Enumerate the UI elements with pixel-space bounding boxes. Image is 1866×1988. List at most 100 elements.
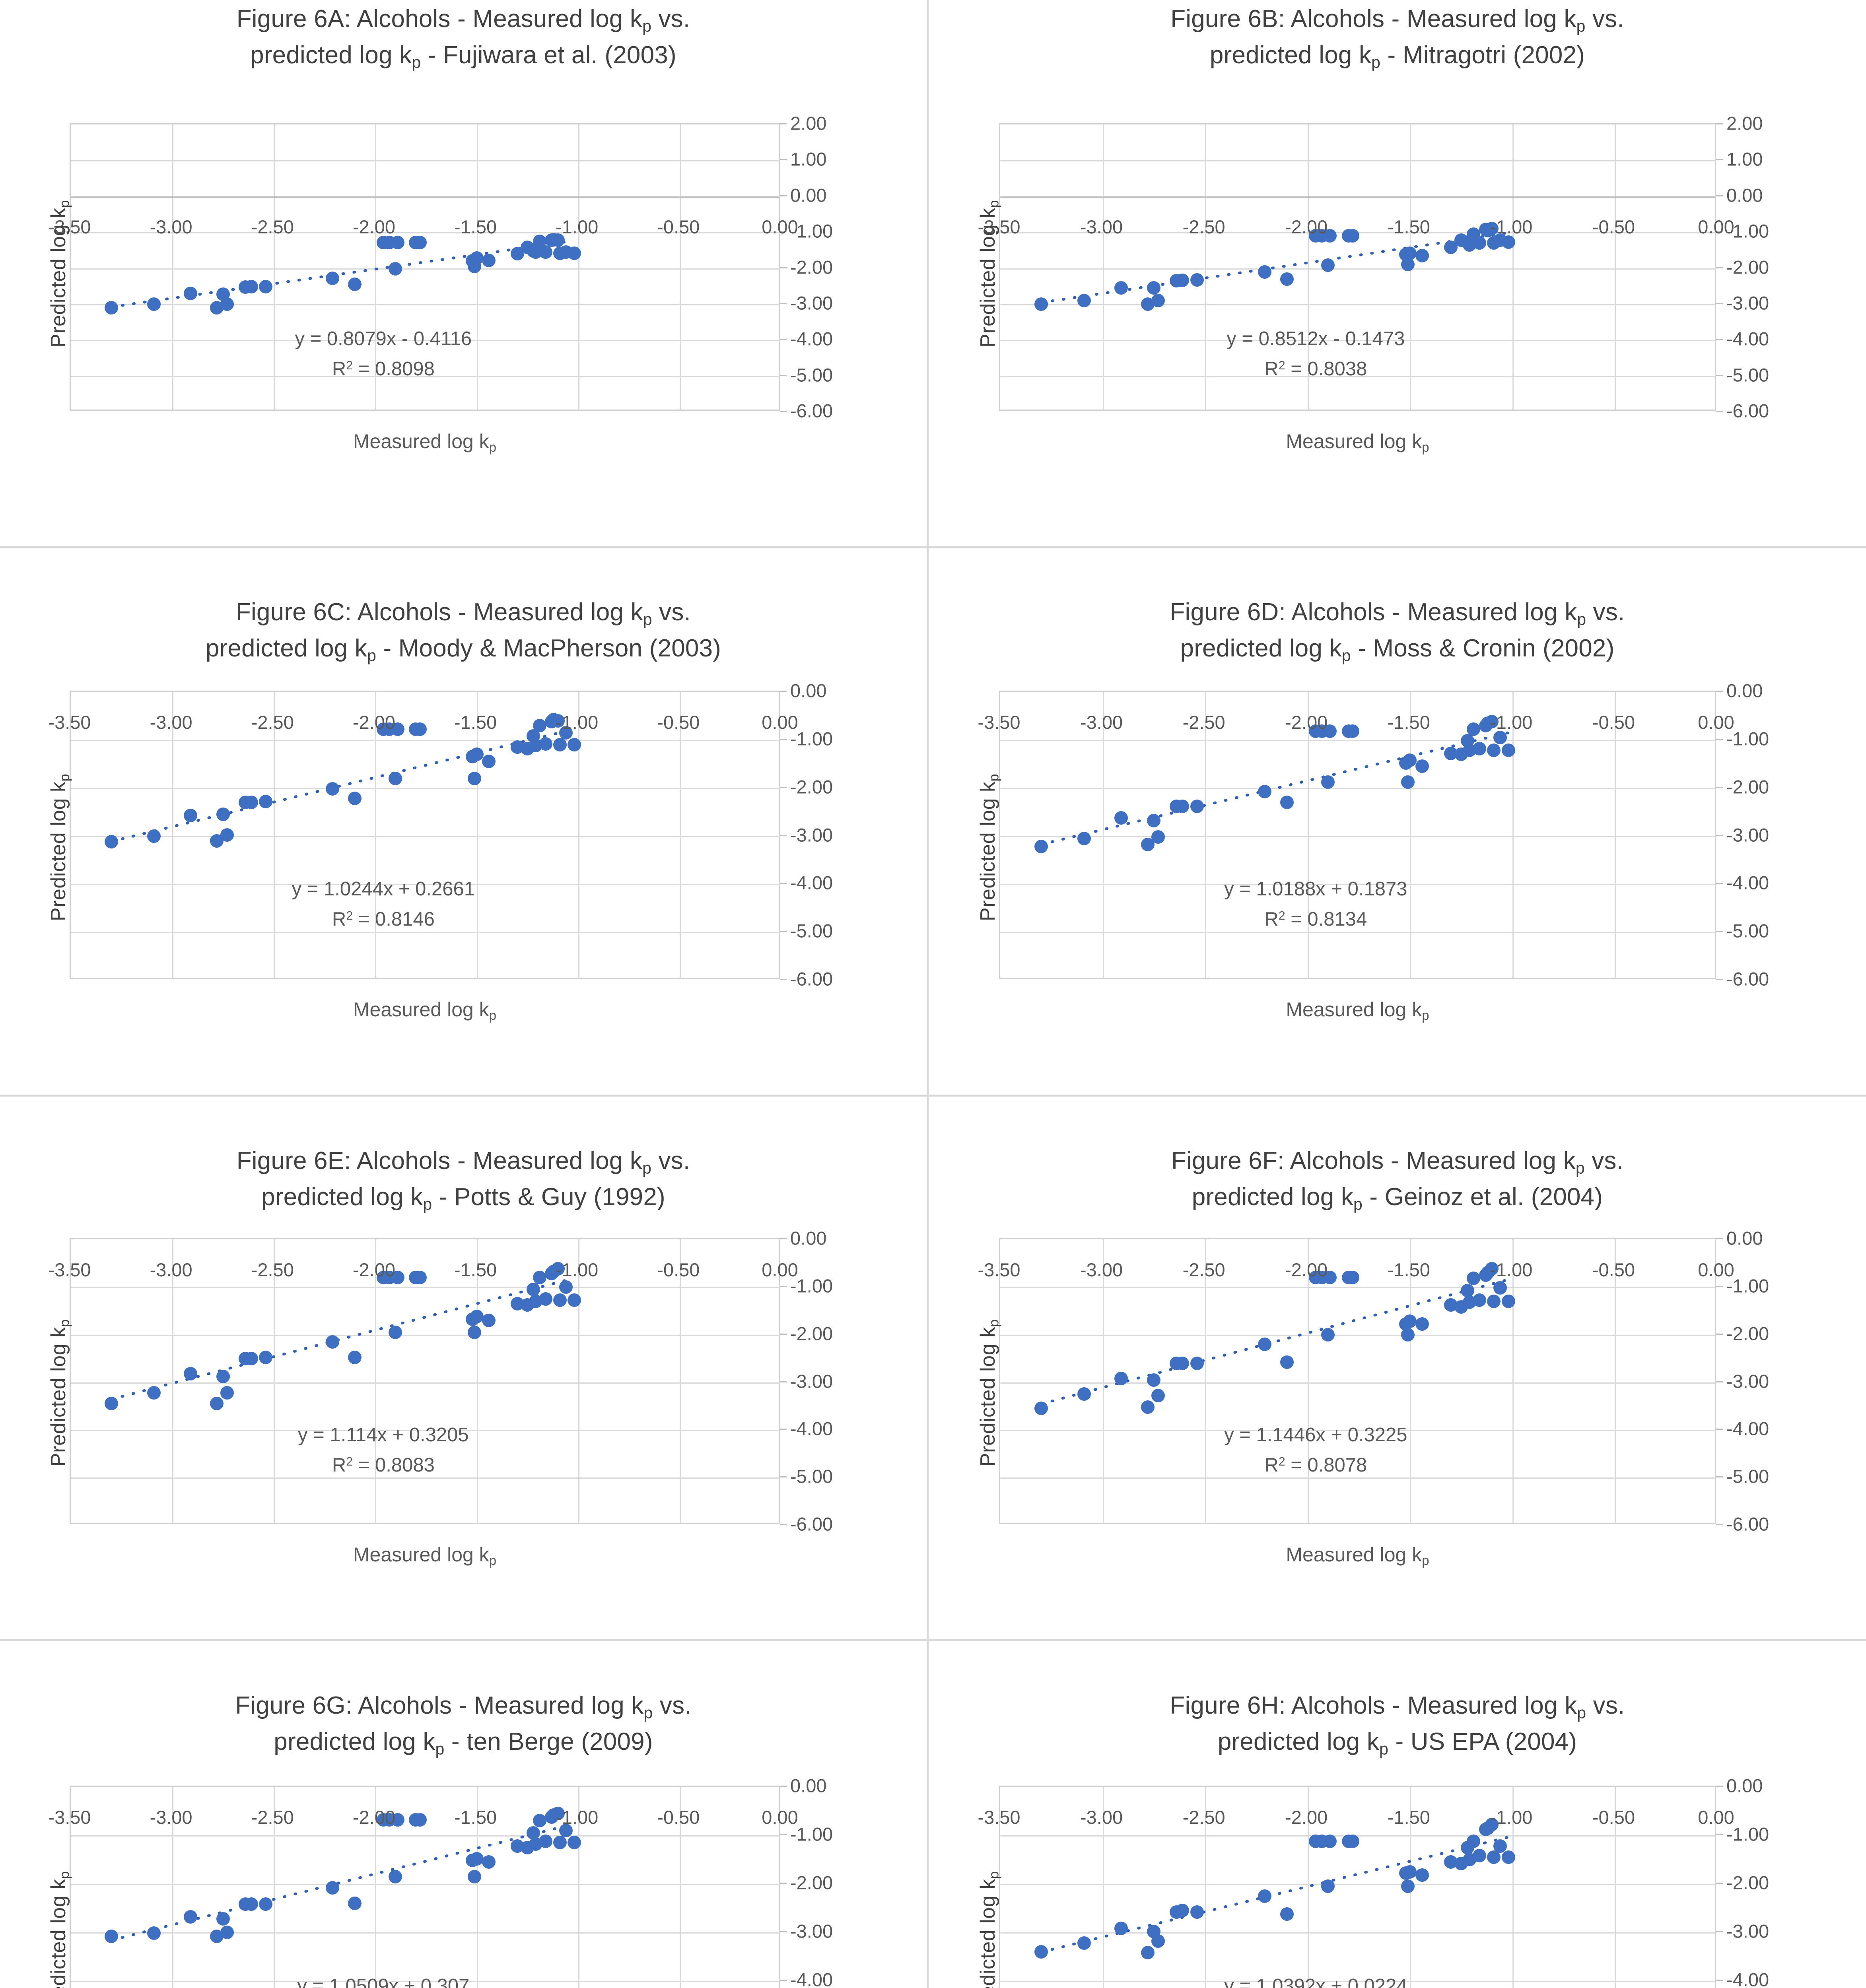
y-tick-mark bbox=[780, 195, 787, 196]
gridline-vertical bbox=[172, 1787, 174, 1988]
y-axis-title: Predicted log kp bbox=[976, 200, 1002, 348]
regression-equation: y = 1.1446x + 0.3225 bbox=[1224, 1424, 1407, 1446]
regression-annotation-6a: y = 0.8079x - 0.4116 R2 = 0.8098 bbox=[295, 324, 472, 384]
y-tick-label: -3.00 bbox=[790, 824, 833, 845]
data-point bbox=[559, 1823, 573, 1837]
data-point bbox=[1501, 235, 1515, 249]
data-point bbox=[1466, 722, 1480, 736]
data-point bbox=[245, 280, 259, 294]
x-tick-label: -3.50 bbox=[978, 1807, 1020, 1828]
data-point bbox=[468, 1870, 482, 1883]
data-point bbox=[1077, 1936, 1091, 1950]
gridline-horizontal bbox=[1000, 1430, 1715, 1431]
gridline-horizontal bbox=[1000, 1334, 1715, 1336]
data-point bbox=[1346, 724, 1360, 738]
gridline-vertical bbox=[172, 692, 174, 978]
data-point bbox=[567, 1293, 581, 1307]
y-tick-label: -1.00 bbox=[790, 220, 833, 242]
data-point bbox=[216, 1370, 230, 1384]
data-point bbox=[245, 1351, 259, 1365]
x-tick-label: -1.50 bbox=[1387, 712, 1430, 733]
chart-title-line2: predicted log kp - Geinoz et al. (2004) bbox=[966, 1180, 1828, 1216]
r-squared-value: R2 = 0.8146 bbox=[332, 909, 435, 930]
data-point bbox=[1403, 753, 1417, 767]
x-tick-label: -0.50 bbox=[657, 216, 700, 237]
gridline-vertical bbox=[375, 124, 377, 410]
gridline-horizontal bbox=[1000, 836, 1715, 837]
y-tick-mark bbox=[780, 835, 787, 836]
data-point bbox=[259, 1897, 272, 1911]
gridline-vertical bbox=[578, 124, 579, 410]
data-point bbox=[1176, 1904, 1190, 1918]
y-tick-mark bbox=[780, 339, 787, 340]
title-line2-text: predicted log k bbox=[250, 41, 412, 69]
data-point bbox=[1280, 795, 1294, 809]
x-axis-title-subscript: p bbox=[489, 1553, 497, 1568]
title-line2-tail: - Moss & Cronin (2002) bbox=[1351, 634, 1615, 662]
y-tick-label: -5.00 bbox=[790, 920, 833, 942]
data-point bbox=[1346, 1834, 1360, 1848]
data-point bbox=[1151, 1389, 1165, 1403]
data-point bbox=[326, 1335, 340, 1349]
data-point bbox=[413, 722, 427, 736]
y-tick-mark bbox=[1716, 339, 1723, 340]
gridline-vertical bbox=[1102, 1787, 1104, 1988]
data-point bbox=[468, 771, 482, 785]
gridline-horizontal bbox=[71, 1932, 779, 1934]
x-tick-label: 0.00 bbox=[1698, 1259, 1734, 1280]
y-tick-label: -2.00 bbox=[790, 1323, 833, 1344]
data-point bbox=[551, 1262, 565, 1276]
chart-title-6h: Figure 6H: Alcohols - Measured log kp vs… bbox=[966, 1688, 1828, 1760]
y-axis-title-subscript: p bbox=[57, 773, 72, 782]
gridline-vertical bbox=[1205, 1787, 1207, 1988]
title-line2-tail: - Geinoz et al. (2004) bbox=[1362, 1183, 1603, 1211]
y-tick-mark bbox=[780, 883, 787, 884]
title-line2-text: predicted log k bbox=[274, 1728, 435, 1755]
x-axis-title-subscript: p bbox=[1422, 1008, 1429, 1023]
y-tick-mark bbox=[780, 1429, 787, 1430]
plot-area-6h: y = 1.0392x + 0.0224R2 = 0.80820.00-1.00… bbox=[978, 1775, 1769, 1988]
gridline-vertical bbox=[679, 692, 681, 978]
y-tick-mark bbox=[780, 738, 787, 740]
x-tick-label: -2.00 bbox=[1285, 1807, 1328, 1828]
y-tick-label: -3.00 bbox=[1726, 824, 1769, 845]
gridline-vertical bbox=[1307, 692, 1309, 978]
regression-equation: y = 0.8079x - 0.4116 bbox=[295, 328, 472, 349]
title-line2-tail: - US EPA (2004) bbox=[1388, 1728, 1577, 1755]
data-point bbox=[1258, 785, 1271, 799]
title-line1-tail: vs. bbox=[1586, 1692, 1625, 1719]
y-tick-mark bbox=[1716, 1883, 1723, 1884]
data-point bbox=[567, 246, 581, 260]
data-point bbox=[539, 1292, 553, 1306]
x-tick-label: 0.00 bbox=[762, 1807, 798, 1828]
chart-title-line1: Figure 6G: Alcohols - Measured log kp vs… bbox=[37, 1688, 890, 1724]
figure-cell-6e: Figure 6E: Alcohols - Measured log kp vs… bbox=[0, 1097, 929, 1641]
gridline-vertical bbox=[1102, 1239, 1104, 1523]
x-tick-label: -3.00 bbox=[150, 216, 192, 237]
y-tick-mark bbox=[1716, 267, 1723, 268]
gridline-horizontal bbox=[1000, 1981, 1715, 1982]
chart-title-6a: Figure 6A: Alcohols - Measured log kp vs… bbox=[37, 2, 890, 74]
data-point bbox=[1323, 229, 1337, 243]
y-tick-label: -3.00 bbox=[790, 292, 833, 314]
r-squared-value: R2 = 0.8083 bbox=[332, 1454, 435, 1476]
y-tick-mark bbox=[780, 303, 787, 304]
y-tick-label: 0.00 bbox=[790, 1775, 827, 1796]
gridline-vertical bbox=[375, 1787, 377, 1988]
gridline-horizontal bbox=[71, 1884, 779, 1885]
r-squared-value: R2 = 0.8098 bbox=[332, 358, 435, 380]
gridline-vertical bbox=[375, 1239, 377, 1523]
data-point bbox=[1403, 1865, 1417, 1879]
y-tick-label: -2.00 bbox=[1726, 776, 1769, 798]
data-point bbox=[559, 726, 573, 740]
gridline-vertical bbox=[1512, 1239, 1514, 1523]
data-point bbox=[245, 795, 259, 809]
y-axis-title: Predicted log kp bbox=[47, 200, 73, 348]
x-tick-label: -2.00 bbox=[352, 1807, 395, 1828]
x-tick-label: -3.00 bbox=[1080, 216, 1123, 237]
data-point bbox=[470, 1852, 484, 1866]
data-point bbox=[1323, 724, 1337, 738]
y-tick-mark bbox=[780, 1333, 787, 1335]
y-tick-label: -3.00 bbox=[790, 1920, 833, 1942]
data-point bbox=[348, 1351, 362, 1365]
